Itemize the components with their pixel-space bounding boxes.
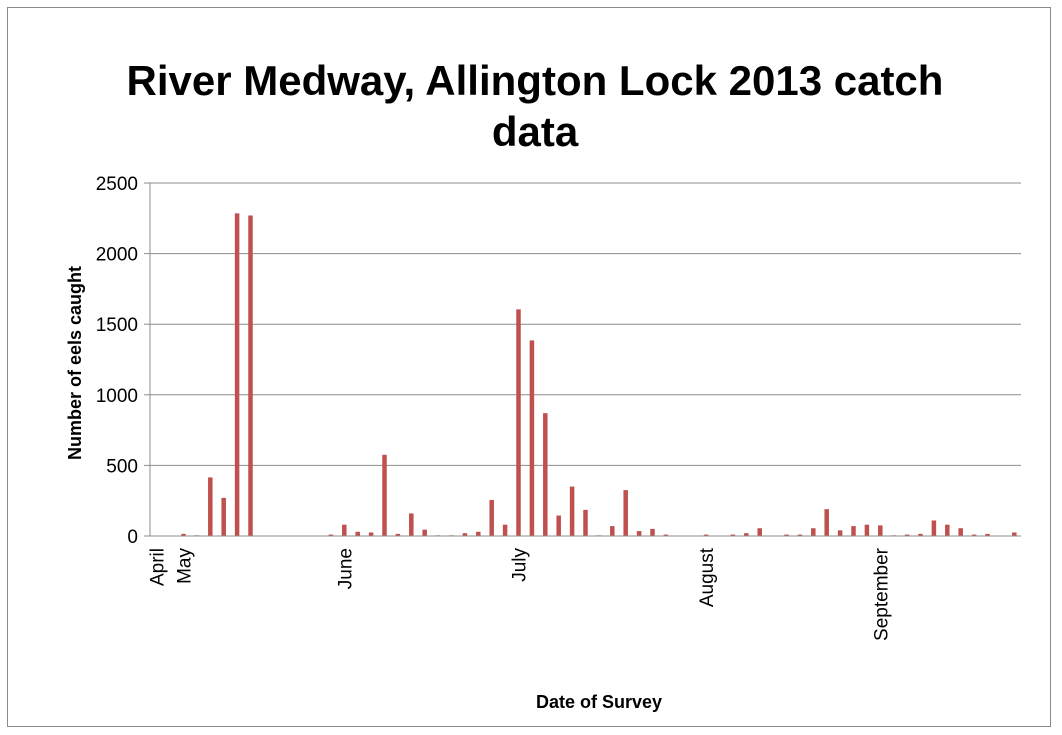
y-tick-label: 500	[106, 456, 138, 477]
y-tick-label: 2500	[96, 174, 138, 195]
bar	[851, 526, 856, 536]
bar	[543, 413, 548, 536]
x-tick-label: August	[697, 547, 718, 607]
bar	[462, 533, 468, 536]
bar	[181, 533, 186, 536]
bar	[328, 534, 334, 536]
bar	[904, 534, 910, 536]
y-axis-label: Number of eels caught	[65, 266, 85, 460]
bar	[971, 534, 977, 536]
x-tick-label: May	[175, 548, 196, 584]
bar	[945, 524, 950, 536]
bar	[422, 529, 427, 536]
bar	[382, 454, 387, 536]
bar	[730, 534, 736, 536]
bars	[181, 213, 1017, 536]
x-tick-labels: April May June July August September	[148, 547, 893, 641]
bar	[409, 513, 414, 536]
x-tick-label: September	[871, 547, 892, 641]
bar	[650, 528, 655, 536]
x-axis-label: Date of Survey	[536, 692, 662, 712]
x-tick-label: April	[148, 548, 169, 586]
y-tick-label: 2000	[96, 245, 138, 266]
bar	[583, 509, 588, 536]
bar	[811, 528, 816, 536]
y-tick-label: 0	[127, 527, 138, 548]
axes	[149, 183, 1021, 537]
y-tick-label: 1000	[96, 386, 138, 407]
gridlines	[144, 182, 1021, 537]
bar	[757, 528, 762, 536]
bar	[221, 497, 226, 536]
bar	[529, 340, 535, 536]
bar	[837, 530, 843, 536]
bar	[395, 533, 401, 536]
y-tick-labels: 0 500 1000 1500 2000 2500	[96, 174, 138, 548]
bar	[208, 477, 213, 536]
chart-title-line-2: data	[492, 108, 579, 155]
bar	[985, 533, 990, 536]
bar-chart: River Medway, Allington Lock 2013 catch …	[65, 57, 1021, 712]
bar	[958, 528, 963, 536]
bar	[368, 532, 374, 536]
x-tick-label: July	[510, 548, 531, 582]
y-tick-label: 1500	[96, 315, 138, 336]
bar	[234, 213, 240, 536]
bar	[556, 515, 561, 536]
bar	[703, 534, 709, 536]
bar	[784, 534, 789, 536]
bar	[636, 531, 642, 536]
chart-title-line-1: River Medway, Allington Lock 2013 catch	[127, 57, 944, 104]
bar	[569, 486, 575, 536]
bar	[489, 499, 494, 536]
bar	[824, 509, 829, 536]
bar	[342, 524, 347, 536]
bar	[744, 533, 749, 536]
bar	[502, 524, 508, 536]
bar	[610, 526, 615, 536]
bar	[1012, 532, 1017, 536]
bar	[918, 533, 923, 536]
bar	[931, 520, 937, 536]
bar	[663, 534, 669, 536]
bar	[476, 531, 481, 536]
bar	[623, 490, 628, 536]
bar	[864, 524, 870, 536]
bar	[878, 525, 883, 536]
bar	[516, 309, 521, 536]
chart-frame: River Medway, Allington Lock 2013 catch …	[7, 7, 1051, 727]
bar	[355, 531, 360, 536]
bar	[248, 215, 253, 536]
bar	[797, 534, 803, 536]
x-tick-label: June	[335, 548, 356, 589]
